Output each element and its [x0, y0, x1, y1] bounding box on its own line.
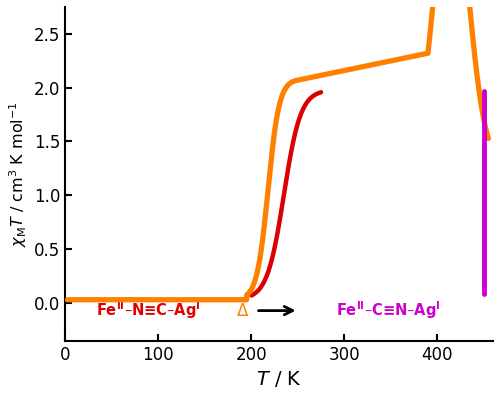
Text: Fe$^{\mathbf{II}}$–N≡C–Ag$^{\mathbf{I}}$: Fe$^{\mathbf{II}}$–N≡C–Ag$^{\mathbf{I}}$	[96, 300, 201, 322]
Text: $\Delta$: $\Delta$	[236, 302, 250, 320]
Text: Fe$^{\mathbf{II}}$–C≡N–Ag$^{\mathbf{I}}$: Fe$^{\mathbf{II}}$–C≡N–Ag$^{\mathbf{I}}$	[336, 300, 440, 322]
Y-axis label: $\chi_{\mathrm{M}}\mathit{T}$ / cm$^{3}$ K mol$^{-1}$: $\chi_{\mathrm{M}}\mathit{T}$ / cm$^{3}$…	[7, 101, 28, 247]
X-axis label: $\mathit{T}$ / K: $\mathit{T}$ / K	[256, 369, 302, 389]
